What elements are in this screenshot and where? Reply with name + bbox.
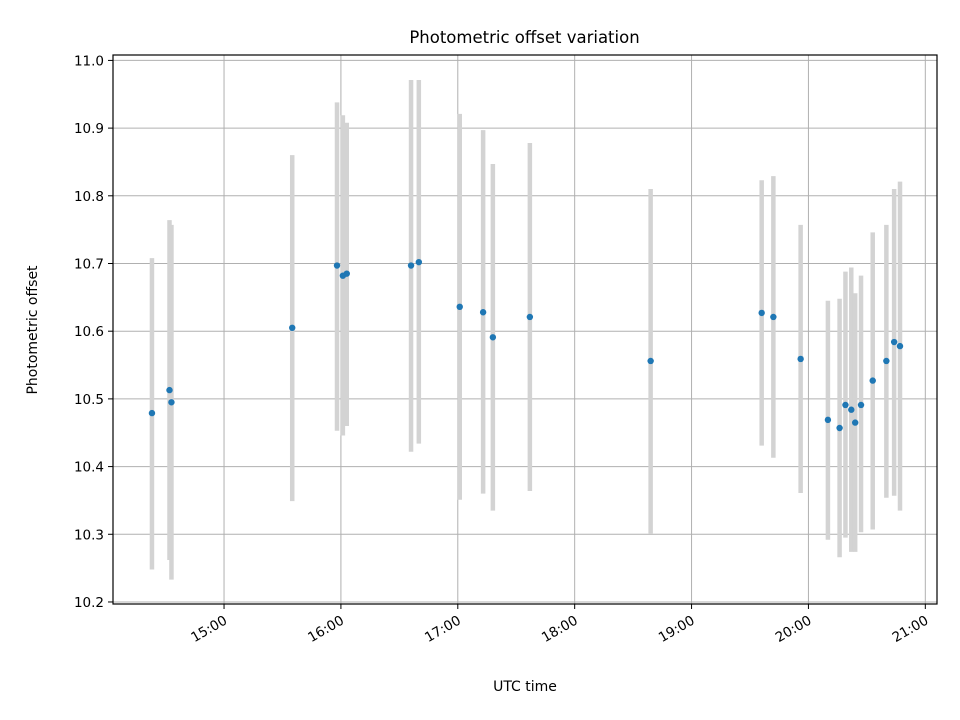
x-tick-label: 16:00 [305, 613, 347, 646]
data-point [842, 401, 849, 409]
chart-title: Photometric offset variation [409, 28, 639, 47]
data-point [770, 313, 777, 321]
data-point [407, 262, 415, 269]
data-point [647, 357, 654, 365]
data-point [851, 419, 859, 426]
data-point [797, 355, 804, 363]
data-point [526, 313, 534, 321]
plot-frame [112, 54, 938, 605]
y-tick-label: 10.3 [74, 527, 104, 543]
x-tick-label: 18:00 [539, 613, 581, 646]
data-point [456, 303, 463, 311]
x-tick-label: 20:00 [773, 613, 815, 646]
data-point [168, 399, 175, 406]
data-point [890, 338, 898, 346]
y-tick-label: 10.7 [74, 256, 104, 272]
y-tick-label: 10.4 [74, 460, 104, 476]
data-point [758, 309, 765, 317]
data-point [857, 401, 865, 409]
data-point [848, 406, 855, 413]
data-point [489, 334, 497, 341]
data-point [333, 262, 341, 269]
data-point [289, 324, 296, 332]
data-point [836, 424, 843, 432]
error-bars [149, 80, 903, 580]
data-points [148, 258, 904, 432]
y-tick-label: 10.2 [74, 595, 104, 611]
y-tick-label: 10.5 [74, 392, 104, 408]
data-point [343, 270, 350, 277]
y-tick-label: 10.9 [74, 121, 104, 137]
data-point [166, 386, 173, 394]
y-axis-ticks: 10.2 10.3 10.4 10.5 10.6 10.7 10.8 10.9 11.0 [74, 53, 113, 611]
data-point [869, 377, 876, 384]
grid-lines [113, 55, 937, 604]
y-tick-label: 11.0 [74, 53, 104, 69]
data-point [883, 357, 890, 365]
x-tick-label: 21:00 [890, 613, 932, 646]
data-point [479, 309, 487, 316]
data-point [824, 416, 832, 424]
data-point [896, 342, 904, 350]
data-point [148, 409, 156, 417]
y-axis-label: Photometric offset [25, 265, 41, 395]
y-tick-label: 10.8 [74, 189, 104, 205]
x-tick-label: 15:00 [188, 613, 230, 646]
x-axis-label: UTC time [493, 679, 557, 695]
x-tick-label: 19:00 [656, 613, 698, 646]
x-tick-label: 17:00 [422, 613, 464, 646]
data-point [415, 258, 423, 266]
x-axis-ticks: 15:00 16:00 17:00 18:00 19:00 20:00 21:00 [188, 604, 931, 646]
y-tick-label: 10.6 [74, 324, 104, 340]
